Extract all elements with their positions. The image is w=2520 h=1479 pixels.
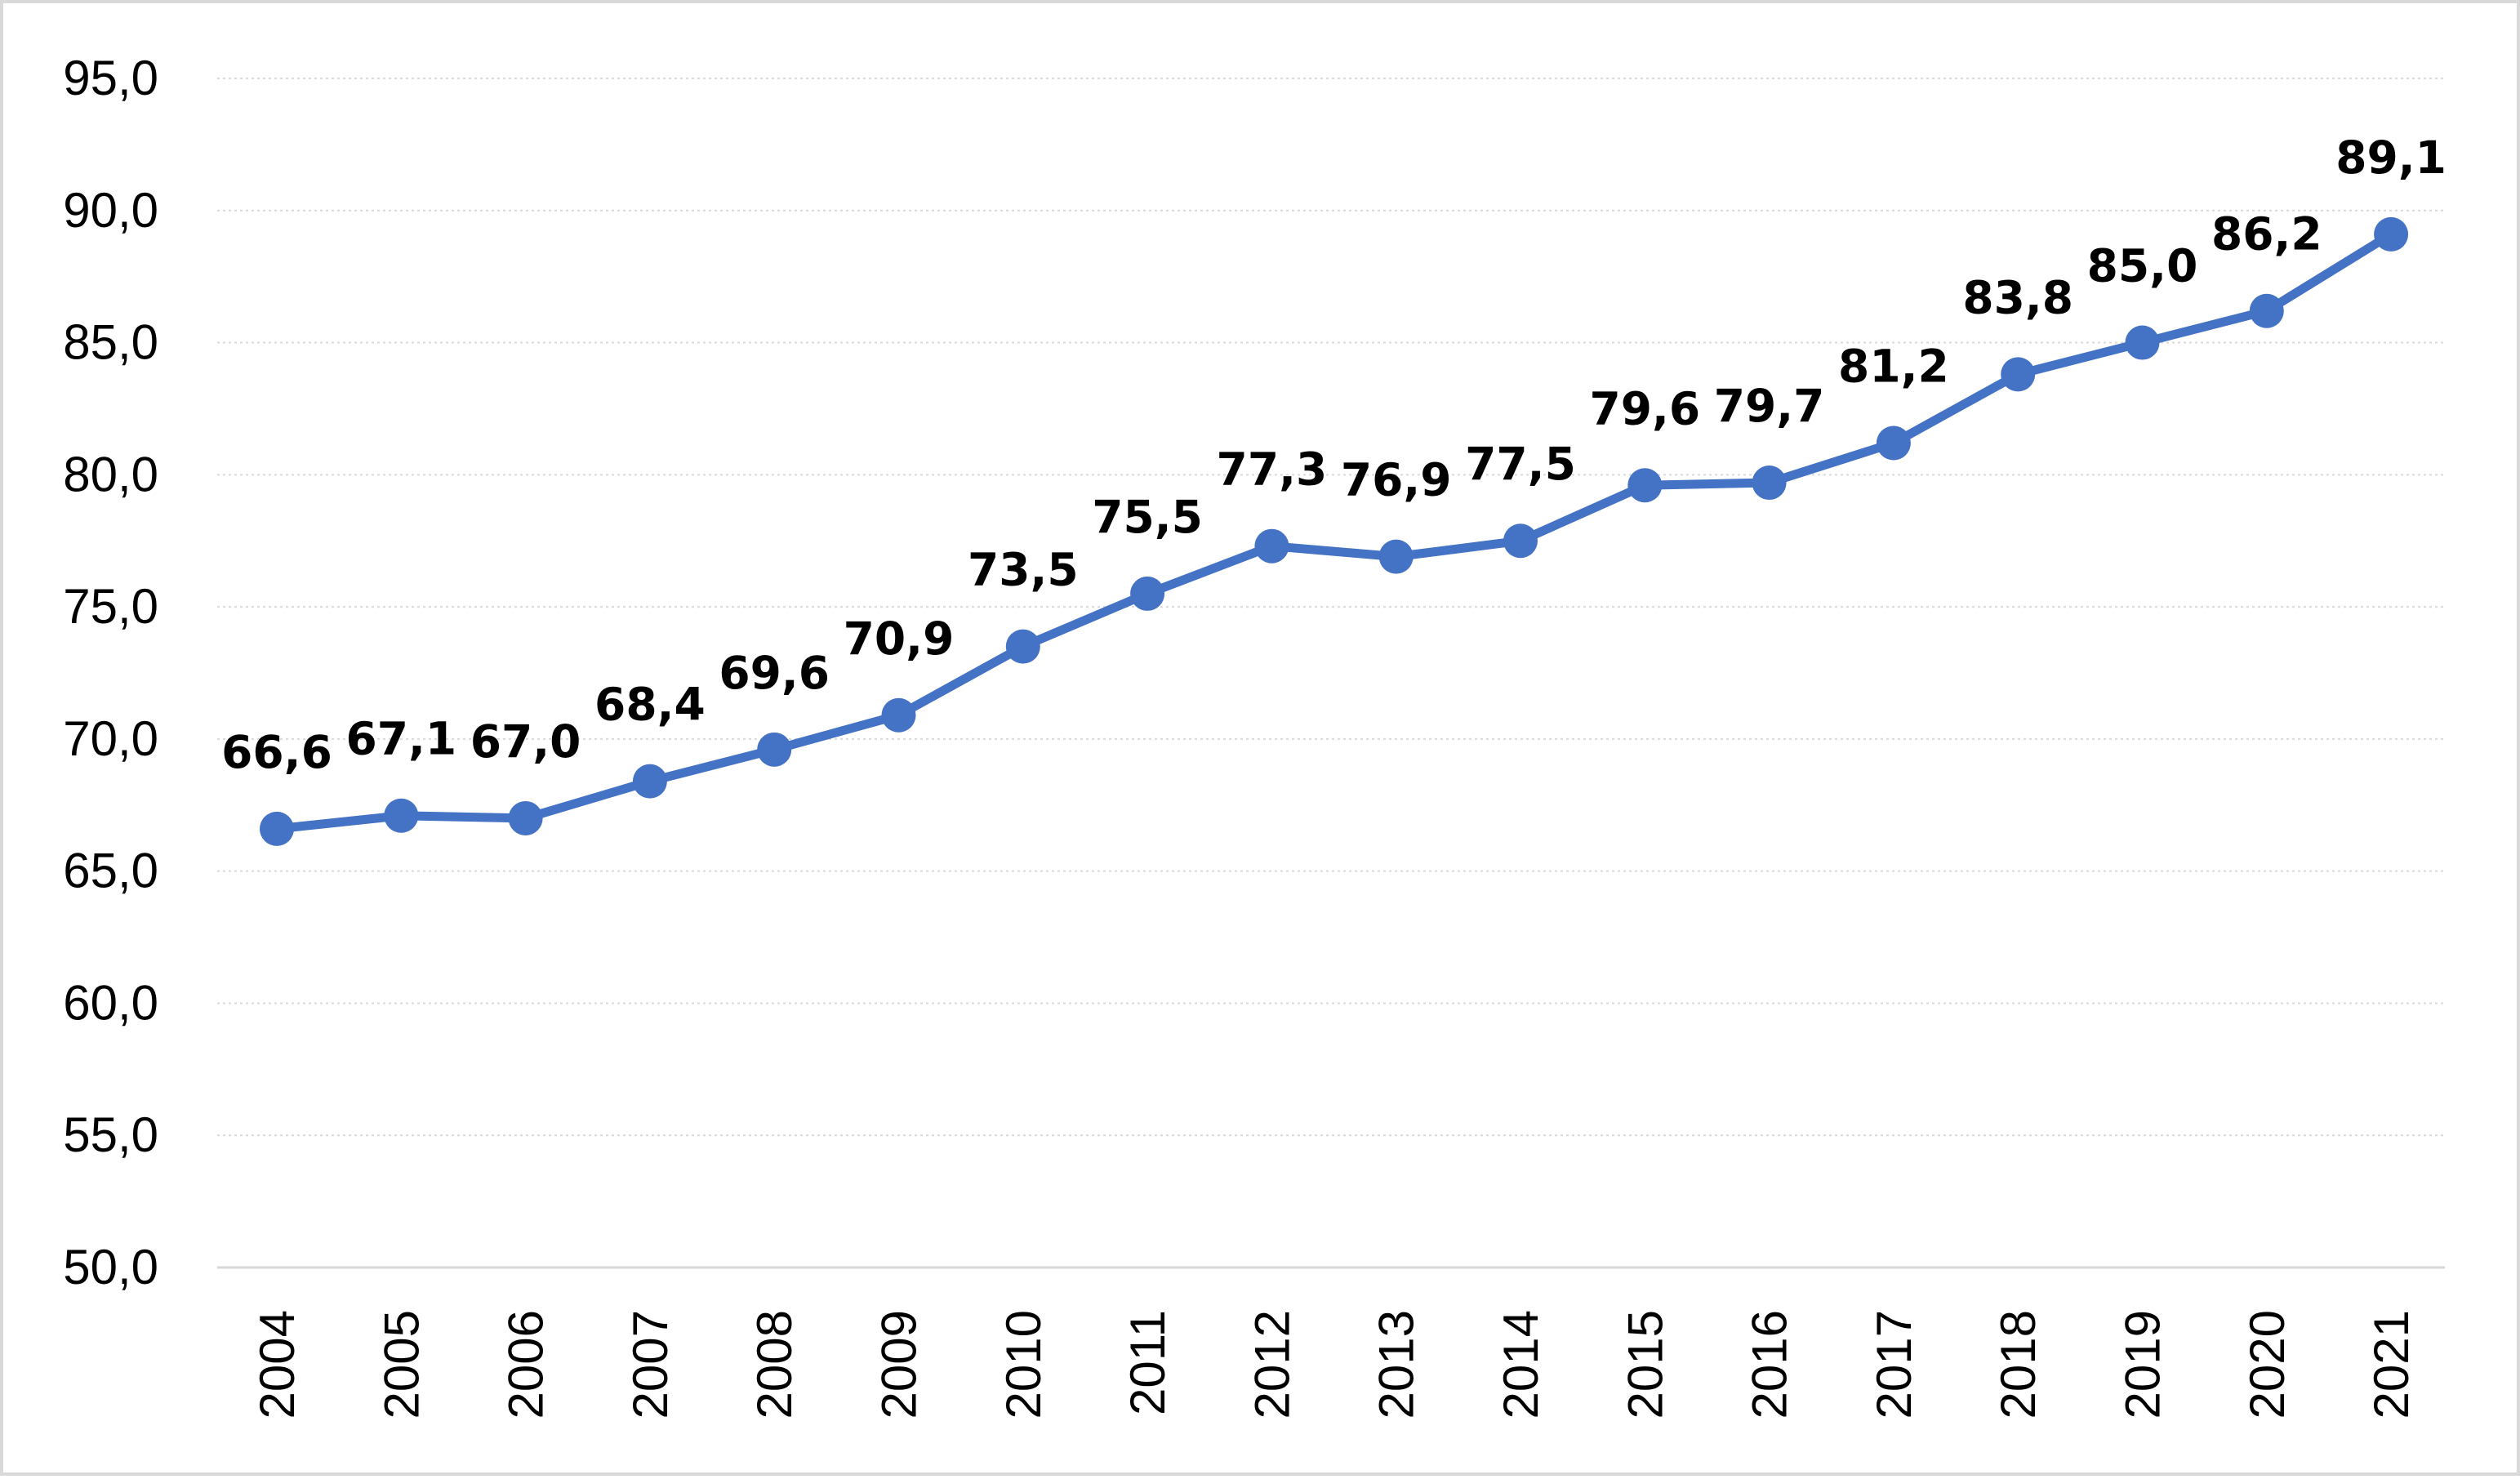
data-point <box>1378 539 1414 574</box>
y-tick-label: 70,0 <box>63 711 158 766</box>
data-point <box>1254 528 1289 564</box>
data-label: 68,4 <box>594 679 706 731</box>
data-point <box>2374 216 2409 252</box>
y-tick-label: 95,0 <box>63 51 158 105</box>
y-tick-label: 80,0 <box>63 447 158 501</box>
data-point <box>1503 523 1538 559</box>
data-label: 66,6 <box>221 726 332 778</box>
series-layer <box>260 216 2409 846</box>
data-point <box>508 800 543 835</box>
series-line <box>272 229 2396 834</box>
x-tick-label: 2010 <box>996 1310 1051 1419</box>
x-tick-label: 2011 <box>1120 1310 1175 1415</box>
data-point <box>1130 576 1165 611</box>
x-tick-label: 2012 <box>1244 1310 1299 1419</box>
data-label: 79,7 <box>1714 380 1825 432</box>
x-tick-label: 2015 <box>1618 1310 1672 1419</box>
data-label: 79,6 <box>1589 382 1700 434</box>
x-tick-label: 2007 <box>623 1310 678 1419</box>
data-label: 67,1 <box>345 713 456 765</box>
x-tick-label: 2014 <box>1494 1310 1548 1419</box>
data-point <box>384 798 419 833</box>
data-label: 77,5 <box>1465 438 1576 490</box>
data-label: 73,5 <box>968 544 1079 596</box>
x-tick-label: 2019 <box>2116 1310 2170 1419</box>
data-point <box>1627 468 1663 503</box>
x-tick-label: 2020 <box>2240 1310 2295 1419</box>
x-tick-label: 2018 <box>1991 1310 2046 1419</box>
data-label: 75,5 <box>1092 491 1203 543</box>
data-point <box>2001 357 2036 392</box>
data-label: 81,2 <box>1838 341 1949 393</box>
data-point <box>2125 325 2160 360</box>
data-label: 89,1 <box>2335 131 2447 184</box>
x-tick-label: 2004 <box>250 1310 305 1419</box>
data-labels: 66,6 67,1 67,068,469,6 70,973,575,5 77,3 76,9… <box>221 131 2447 778</box>
data-point <box>1752 466 1787 501</box>
data-label: 85,0 <box>2087 240 2198 292</box>
y-tick-label: 65,0 <box>63 844 158 898</box>
x-tick-label: 2016 <box>1743 1310 1797 1419</box>
x-tick-label: 2013 <box>1369 1310 1424 1419</box>
y-tick-label: 85,0 <box>63 315 158 370</box>
y-axis-tick-labels: 50,0 55,0 60,0 65,0 70,0 75,0 80,0 85,0 90,0 95,0 <box>63 51 158 1294</box>
x-tick-label: 2005 <box>374 1310 429 1419</box>
data-label: 70,9 <box>844 613 955 665</box>
data-label: 67,0 <box>470 715 581 768</box>
data-label: 69,6 <box>719 647 830 699</box>
data-point <box>757 732 792 767</box>
data-label: 76,9 <box>1341 454 1452 506</box>
data-label: 77,3 <box>1217 443 1328 496</box>
x-tick-label: 2008 <box>747 1310 802 1419</box>
data-point <box>2249 293 2284 328</box>
data-point <box>260 811 294 846</box>
data-point <box>632 764 667 799</box>
data-point <box>1005 629 1040 664</box>
y-tick-label: 55,0 <box>63 1107 158 1162</box>
data-label: 86,2 <box>2211 208 2322 261</box>
gridlines <box>217 78 2445 1137</box>
x-tick-label: 2017 <box>1867 1310 1921 1419</box>
y-tick-label: 75,0 <box>63 579 158 634</box>
x-axis-tick-labels: 2004 2005 2006 2007 2008 2009 2010 2011 2012 2013… <box>250 1310 2419 1419</box>
y-tick-label: 50,0 <box>63 1240 158 1294</box>
x-tick-label: 2006 <box>499 1310 554 1419</box>
x-tick-label: 2021 <box>2364 1310 2419 1419</box>
data-point <box>1876 425 1911 461</box>
data-label: 83,8 <box>1962 271 2073 323</box>
y-tick-label: 60,0 <box>63 975 158 1030</box>
x-tick-label: 2009 <box>872 1310 927 1419</box>
data-point <box>881 697 916 733</box>
y-tick-label: 90,0 <box>63 183 158 238</box>
line-chart: 50,0 55,0 60,0 65,0 70,0 75,0 80,0 85,0 90,0 95,0… <box>63 51 2447 1419</box>
